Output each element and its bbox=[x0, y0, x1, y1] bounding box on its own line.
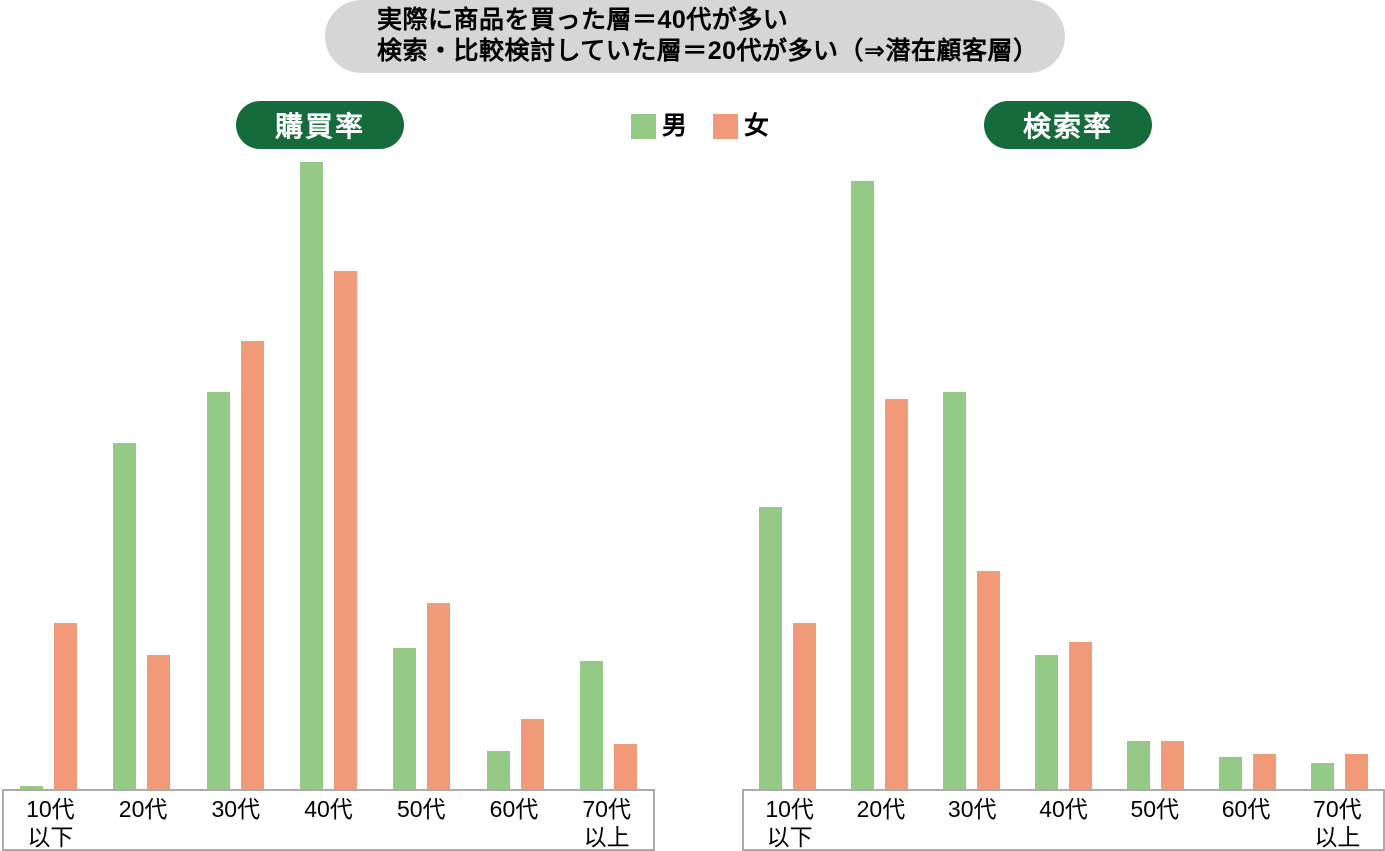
bar-male bbox=[1218, 757, 1242, 789]
bar-group bbox=[189, 149, 282, 789]
bar-female bbox=[1344, 754, 1368, 789]
x-axis-label: 30代 bbox=[947, 796, 997, 822]
bar-group bbox=[375, 149, 468, 789]
purchase-rate-x-axis: 10代 以下 20代 30代 40代 50代 60代 70代 以上 bbox=[2, 789, 655, 851]
bar-female bbox=[427, 603, 451, 789]
bar-group bbox=[1293, 149, 1385, 789]
x-axis-label: 50代 bbox=[396, 796, 446, 822]
bar-group bbox=[468, 149, 561, 789]
x-axis-label: 60代 bbox=[1221, 796, 1271, 822]
purchase-rate-chart: 10代 以下 20代 30代 40代 50代 60代 70代 以上 bbox=[2, 149, 655, 851]
insight-line-2: 検索・比較検討していた層＝20代が多い（⇒潜在顧客層） bbox=[377, 37, 1039, 65]
search-rate-plot-area bbox=[742, 149, 1385, 789]
bar-male bbox=[759, 507, 783, 789]
bar-female bbox=[333, 271, 357, 789]
bar-group bbox=[95, 149, 188, 789]
bar-female bbox=[240, 341, 264, 789]
purchase-rate-title-badge: 購買率 bbox=[236, 101, 404, 149]
bar-male bbox=[113, 443, 137, 789]
bar-male bbox=[20, 786, 44, 789]
bar-group bbox=[834, 149, 926, 789]
bar-female bbox=[793, 623, 817, 789]
bar-male bbox=[1126, 741, 1150, 789]
bar-female bbox=[613, 744, 637, 789]
x-axis-label: 10代 以下 bbox=[26, 796, 75, 850]
bar-female bbox=[977, 571, 1001, 789]
legend: 男 女 bbox=[631, 111, 769, 141]
legend-female-label: 女 bbox=[744, 111, 770, 140]
x-axis-label: 40代 bbox=[304, 796, 353, 822]
purchase-rate-plot-area bbox=[2, 149, 655, 789]
bar-group bbox=[282, 149, 375, 789]
x-axis-label: 30代 bbox=[211, 796, 261, 822]
x-axis-label: 20代 bbox=[118, 796, 168, 822]
bar-male bbox=[1035, 655, 1058, 789]
legend-male-label: 男 bbox=[662, 111, 688, 140]
x-axis-label: 70代 以上 bbox=[1313, 796, 1362, 850]
bar-male bbox=[851, 181, 875, 789]
bar-male bbox=[299, 162, 323, 789]
bar-male bbox=[943, 392, 967, 789]
x-axis-label: 20代 bbox=[856, 796, 906, 822]
bar-male bbox=[1310, 763, 1334, 789]
bar-male bbox=[393, 648, 417, 789]
bar-female bbox=[1069, 642, 1092, 789]
bar-male bbox=[579, 661, 603, 789]
bar-female bbox=[1252, 754, 1276, 789]
x-axis-label: 70代 以上 bbox=[582, 796, 631, 850]
bar-group bbox=[1018, 149, 1110, 789]
male-color-swatch bbox=[631, 113, 656, 139]
search-rate-x-axis: 10代 以下 20代 30代 40代 50代 60代 70代 以上 bbox=[742, 789, 1385, 851]
search-rate-chart: 10代 以下 20代 30代 40代 50代 60代 70代 以上 bbox=[742, 149, 1385, 851]
insight-banner: 実際に商品を買った層＝40代が多い 検索・比較検討していた層＝20代が多い（⇒潜… bbox=[325, 0, 1065, 73]
bar-group bbox=[1201, 149, 1293, 789]
bar-group bbox=[742, 149, 834, 789]
bar-female bbox=[1160, 741, 1184, 789]
bar-male bbox=[206, 392, 230, 789]
bar-group bbox=[926, 149, 1018, 789]
bar-group bbox=[562, 149, 655, 789]
x-axis-label: 40代 bbox=[1039, 796, 1088, 822]
insight-line-1: 実際に商品を買った層＝40代が多い bbox=[377, 6, 789, 34]
legend-item-female: 女 bbox=[713, 111, 770, 140]
bar-female bbox=[54, 623, 78, 789]
bar-female bbox=[885, 399, 909, 789]
legend-item-male: 男 bbox=[631, 111, 688, 140]
female-color-swatch bbox=[713, 113, 739, 139]
bar-female bbox=[520, 719, 544, 789]
x-axis-label: 60代 bbox=[489, 796, 539, 822]
x-axis-label: 50代 bbox=[1130, 796, 1180, 822]
bar-group bbox=[2, 149, 95, 789]
bar-group bbox=[1109, 149, 1201, 789]
bar-male bbox=[486, 751, 510, 789]
bar-female bbox=[147, 655, 171, 789]
x-axis-label: 10代 以下 bbox=[765, 796, 814, 850]
search-rate-title-badge: 検索率 bbox=[984, 101, 1152, 149]
